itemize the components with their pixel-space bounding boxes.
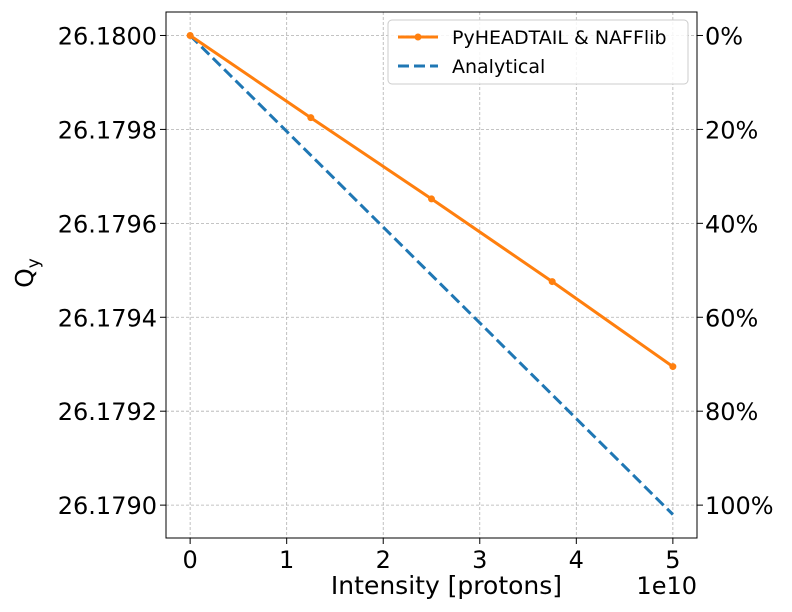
y-tick-label: 26.1796 bbox=[58, 210, 157, 238]
y-tick-label: 26.1800 bbox=[58, 22, 157, 50]
series-point bbox=[307, 114, 315, 122]
y-tick-label: 26.1798 bbox=[58, 116, 157, 144]
x-tick-label: 3 bbox=[472, 546, 487, 574]
x-tick-label: 0 bbox=[182, 546, 197, 574]
legend-swatch-marker bbox=[414, 33, 422, 41]
x-offset-label: 1e10 bbox=[636, 572, 697, 600]
series-layer bbox=[186, 31, 677, 516]
y2-tick-label: 20% bbox=[705, 116, 758, 144]
y-tick-label: 26.1794 bbox=[58, 304, 157, 332]
y2-tick-label: 60% bbox=[705, 304, 758, 332]
series-point bbox=[186, 31, 194, 39]
x-tick-label: 5 bbox=[665, 546, 680, 574]
y2-tick-label: 100% bbox=[705, 492, 774, 520]
x-axis-label: Intensity [protons] bbox=[331, 571, 562, 600]
series-point bbox=[548, 278, 556, 286]
y2-tick-label: 40% bbox=[705, 210, 758, 238]
legend-label: PyHEADTAIL & NAFFlib bbox=[452, 27, 667, 49]
plot-frame bbox=[165, 11, 698, 539]
y2-tick-label: 80% bbox=[705, 398, 758, 426]
y-tick-label: 26.1792 bbox=[58, 398, 157, 426]
x-tick-label: 2 bbox=[376, 546, 391, 574]
legend-label: Analytical bbox=[452, 56, 545, 78]
ticks: 0 1 2 3 4 5 26.1790 26.1792 26.1794 26.1796 26.179… bbox=[58, 22, 774, 574]
x-tick-label: 4 bbox=[569, 546, 584, 574]
y-tick-label: 26.1790 bbox=[58, 492, 157, 520]
y-axis-label-main: Q bbox=[10, 268, 39, 288]
x-tick-label: 1 bbox=[279, 546, 294, 574]
legend: PyHEADTAIL & NAFFlib Analytical bbox=[387, 19, 689, 85]
series-line-1 bbox=[189, 34, 674, 516]
y2-tick-label: 0% bbox=[705, 22, 743, 50]
grid bbox=[166, 12, 697, 538]
legend-box bbox=[387, 19, 689, 85]
y-axis-label-sub: y bbox=[24, 258, 44, 268]
y-axis-label: Qy bbox=[10, 258, 44, 288]
series-point bbox=[428, 195, 435, 203]
series-point bbox=[669, 363, 677, 371]
